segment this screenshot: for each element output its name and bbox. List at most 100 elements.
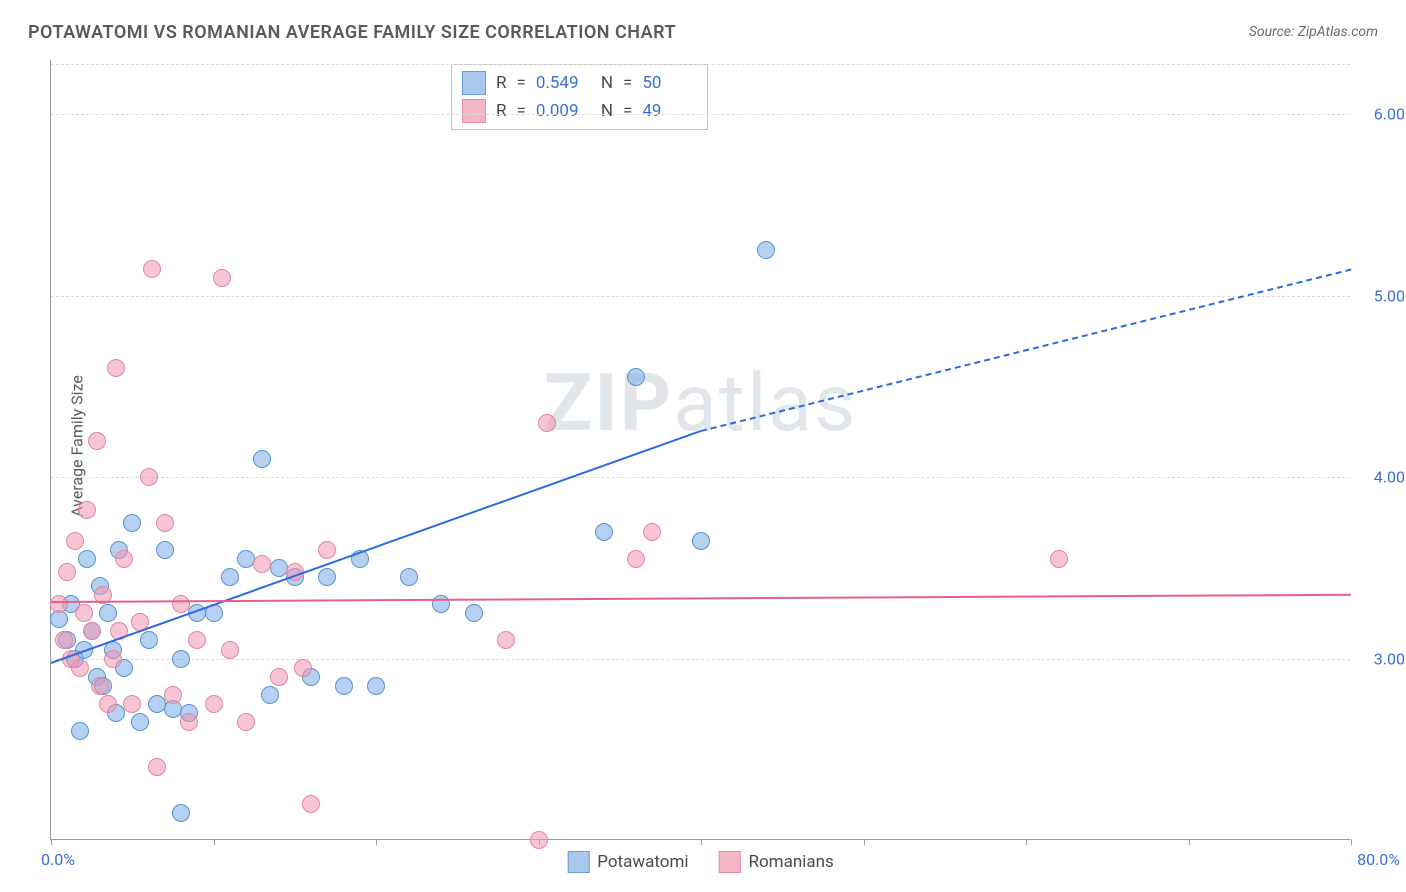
scatter-point [302,795,320,813]
scatter-point [367,677,385,695]
x-tick [1189,839,1190,845]
scatter-point [1050,550,1068,568]
y-tick-label: 4.00 [1374,468,1405,487]
scatter-point [221,568,239,586]
scatter-point [318,568,336,586]
scatter-point [91,677,109,695]
eq-label: = [516,73,525,93]
scatter-point [530,831,548,849]
scatter-point [156,514,174,532]
watermark-light: atlas [673,356,857,450]
gridline [51,64,1350,65]
scatter-point [131,713,149,731]
x-tick [1026,839,1027,845]
scatter-point [50,595,68,613]
scatter-point [172,804,190,822]
eq-label: = [623,73,632,93]
x-tick [376,839,377,845]
scatter-point [148,758,166,776]
gridline [51,296,1350,297]
scatter-point [205,695,223,713]
scatter-point [78,501,96,519]
scatter-point [78,550,96,568]
scatter-point [140,631,158,649]
series-name: Romanians [749,852,834,872]
y-tick-label: 3.00 [1374,649,1405,668]
scatter-point [55,631,73,649]
scatter-point [71,722,89,740]
x-tick [864,839,865,845]
trend-line-extrapolation [701,269,1351,432]
series-legend-item: Romanians [719,851,834,873]
scatter-point [627,368,645,386]
scatter-point [221,641,239,659]
trend-line [51,430,702,664]
scatter-point [71,659,89,677]
scatter-point [253,450,271,468]
legend-swatch [462,71,486,95]
scatter-point [88,432,106,450]
r-value: 0.549 [536,73,591,93]
gridline [51,477,1350,478]
stats-legend: R=0.549N=50R=0.009N=49 [451,64,708,130]
x-tick [51,839,52,845]
scatter-point [757,241,775,259]
scatter-point [270,559,288,577]
scatter-point [164,686,182,704]
scatter-point [66,532,84,550]
scatter-point [237,713,255,731]
watermark-bold: ZIP [544,356,674,450]
n-label: N [601,73,613,93]
r-value: 0.009 [536,101,591,121]
scatter-point [99,604,117,622]
source-attribution: Source: ZipAtlas.com [1249,24,1378,40]
scatter-point [99,695,117,713]
scatter-point [465,604,483,622]
scatter-point [172,650,190,668]
scatter-point [123,695,141,713]
stats-legend-row: R=0.549N=50 [462,69,697,97]
chart-container: POTAWATOMI VS ROMANIAN AVERAGE FAMILY SI… [0,0,1406,892]
scatter-point [104,650,122,668]
scatter-point [318,541,336,559]
series-name: Potawatomi [597,852,688,872]
scatter-point [213,269,231,287]
gridline [51,114,1350,115]
scatter-point [692,532,710,550]
scatter-point [538,414,556,432]
gridline [51,659,1350,660]
y-tick-label: 6.00 [1374,105,1405,124]
scatter-point [627,550,645,568]
x-tick [1351,839,1352,845]
series-legend-item: Potawatomi [567,851,688,873]
scatter-point [497,631,515,649]
scatter-point [172,595,190,613]
trend-line [51,593,1351,602]
scatter-point [180,713,198,731]
scatter-point [115,550,133,568]
y-tick-label: 5.00 [1374,286,1405,305]
legend-swatch [719,851,741,873]
series-legend: Potawatomi Romanians [567,851,834,873]
stats-legend-row: R=0.009N=49 [462,97,697,125]
scatter-point [294,659,312,677]
legend-swatch [567,851,589,873]
scatter-point [188,631,206,649]
scatter-point [107,359,125,377]
plot-area: ZIPatlas R=0.549N=50R=0.009N=49 0.0% 80.… [50,60,1350,840]
x-axis-min-label: 0.0% [41,850,75,869]
legend-swatch [462,99,486,123]
scatter-point [75,604,93,622]
scatter-point [156,541,174,559]
scatter-point [595,523,613,541]
scatter-point [58,563,76,581]
scatter-point [123,514,141,532]
scatter-point [270,668,288,686]
scatter-point [140,468,158,486]
scatter-point [400,568,418,586]
eq-label: = [516,101,525,121]
scatter-point [83,622,101,640]
x-tick [214,839,215,845]
scatter-point [143,260,161,278]
scatter-point [643,523,661,541]
